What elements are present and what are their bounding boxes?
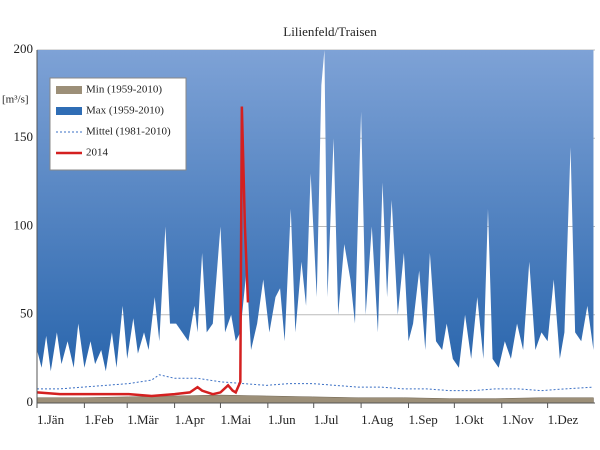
y-tick-label: 100: [14, 217, 34, 232]
mean-line: [37, 374, 594, 392]
x-tick-label: 1.Jul: [314, 412, 339, 427]
x-tick-label: 1.Dez: [548, 412, 579, 427]
y-tick-label: 150: [14, 129, 34, 144]
legend-label: Max (1959-2010): [86, 105, 164, 117]
x-tick-label: 1.Jun: [268, 412, 296, 427]
legend-swatch: [56, 107, 82, 115]
x-tick-label: 1.Jän: [37, 412, 65, 427]
y-tick-label: 50: [20, 306, 33, 321]
legend-label: Mittel (1981-2010): [86, 126, 171, 138]
chart-title: Lilienfeld/Traisen: [283, 24, 377, 39]
x-tick-label: 1.Aug: [361, 412, 394, 427]
x-tick-label: 1.Sep: [408, 412, 437, 427]
x-tick-label: 1.Mär: [127, 412, 159, 427]
legend-swatch: [56, 86, 82, 94]
min-area: [36, 394, 594, 404]
y-tick-label: 200: [14, 41, 34, 56]
x-tick-label: 1.Okt: [454, 412, 484, 427]
x-tick-label: 1.Mai: [220, 412, 251, 427]
x-tick-label: 1.Nov: [502, 412, 535, 427]
y-axis-label: [m³/s]: [2, 94, 29, 106]
x-tick-label: 1.Apr: [175, 412, 206, 427]
legend-label: Min (1959-2010): [86, 84, 162, 96]
x-tick-label: 1.Feb: [84, 412, 113, 427]
y-tick-label: 0: [27, 394, 34, 409]
series-line: [36, 106, 250, 398]
legend-label: 2014: [86, 147, 109, 159]
